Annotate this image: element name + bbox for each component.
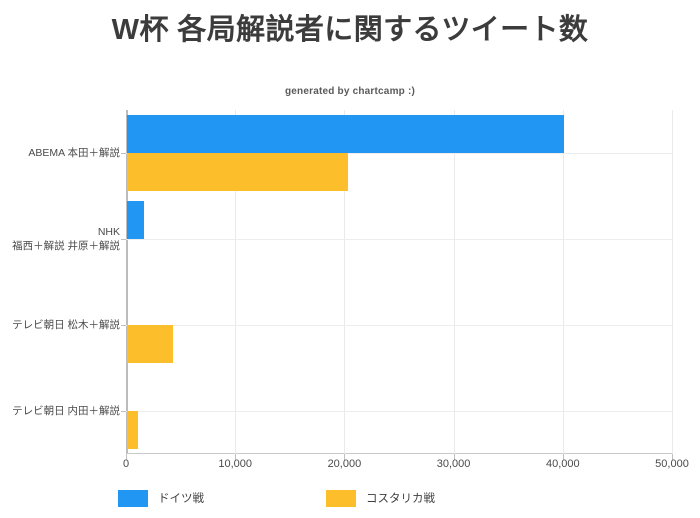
y-axis-tick: [121, 153, 126, 154]
chart-subtitle: generated by chartcamp :): [284, 86, 416, 97]
gridline-vertical: [235, 110, 237, 454]
y-axis-tick: [121, 325, 126, 326]
x-axis-tick: [344, 454, 346, 460]
x-axis-labels: 0 10,000 20,000 30,000 40,000 50,000: [122, 458, 689, 478]
x-axis-line: [126, 453, 672, 454]
x-axis-tick: [672, 454, 673, 460]
category-label-line: テレビ朝日 松木＋解説: [12, 319, 120, 331]
bar-costarica[interactable]: [127, 325, 173, 363]
x-axis-tick-label: 30,000: [436, 458, 471, 470]
chart-title: W杯 各局解説者に関するツイート数: [111, 14, 589, 46]
gridline-horizontal: [126, 325, 672, 326]
x-axis-tick: [562, 454, 564, 460]
y-axis-tick: [121, 411, 126, 412]
legend-color-swatch: [118, 489, 148, 507]
y-axis-tick: [121, 239, 126, 240]
gridline-vertical: [562, 110, 564, 454]
plot-area: [121, 110, 673, 460]
chart-legend: ドイツ戦 コスタリカ戦: [118, 487, 557, 509]
category-label-line: テレビ朝日 内田＋解説: [12, 405, 120, 417]
x-axis-tick: [126, 454, 127, 460]
x-axis-tick-label: 10,000: [218, 458, 253, 470]
legend-item-germany[interactable]: ドイツ戦: [118, 489, 204, 507]
gridline-vertical: [344, 110, 346, 454]
legend-label: コスタリカ戦: [366, 493, 435, 505]
x-axis-tick: [453, 454, 455, 460]
y-axis-category-label: テレビ朝日 松木＋解説: [2, 318, 120, 332]
category-label-line: 福西＋解説 井原＋解説: [12, 240, 120, 252]
x-axis-tick: [235, 454, 237, 460]
x-axis-tick-label: 50,000: [655, 458, 689, 470]
y-axis-category-label: NHK 福西＋解説 井原＋解説: [2, 225, 120, 253]
bar-germany[interactable]: [127, 115, 564, 153]
bar-costarica[interactable]: [127, 153, 348, 191]
gridline-horizontal: [126, 239, 672, 240]
y-axis-labels: ABEMA 本田＋解説 NHK 福西＋解説 井原＋解説 テレビ朝日 松木＋解説 テレビ朝…: [0, 110, 120, 454]
gridline-vertical: [672, 110, 673, 454]
y-axis-category-label: テレビ朝日 内田＋解説: [2, 404, 120, 418]
legend-item-costarica[interactable]: コスタリカ戦: [326, 489, 435, 507]
category-label-line: NHK: [97, 226, 120, 238]
legend-label: ドイツ戦: [158, 493, 204, 505]
x-axis-tick-label: 0: [122, 458, 130, 470]
category-label-line: ABEMA 本田＋解説: [28, 147, 120, 159]
y-axis-category-label: ABEMA 本田＋解説: [2, 146, 120, 160]
bar-costarica[interactable]: [127, 411, 138, 449]
gridline-horizontal: [126, 411, 672, 412]
y-axis-line: [126, 110, 128, 454]
x-axis-tick-label: 20,000: [327, 458, 362, 470]
bar-germany[interactable]: [127, 201, 145, 239]
gridline-vertical: [453, 110, 455, 454]
gridline-horizontal: [126, 153, 672, 154]
x-axis-tick-label: 40,000: [545, 458, 580, 470]
legend-color-swatch: [326, 489, 356, 507]
